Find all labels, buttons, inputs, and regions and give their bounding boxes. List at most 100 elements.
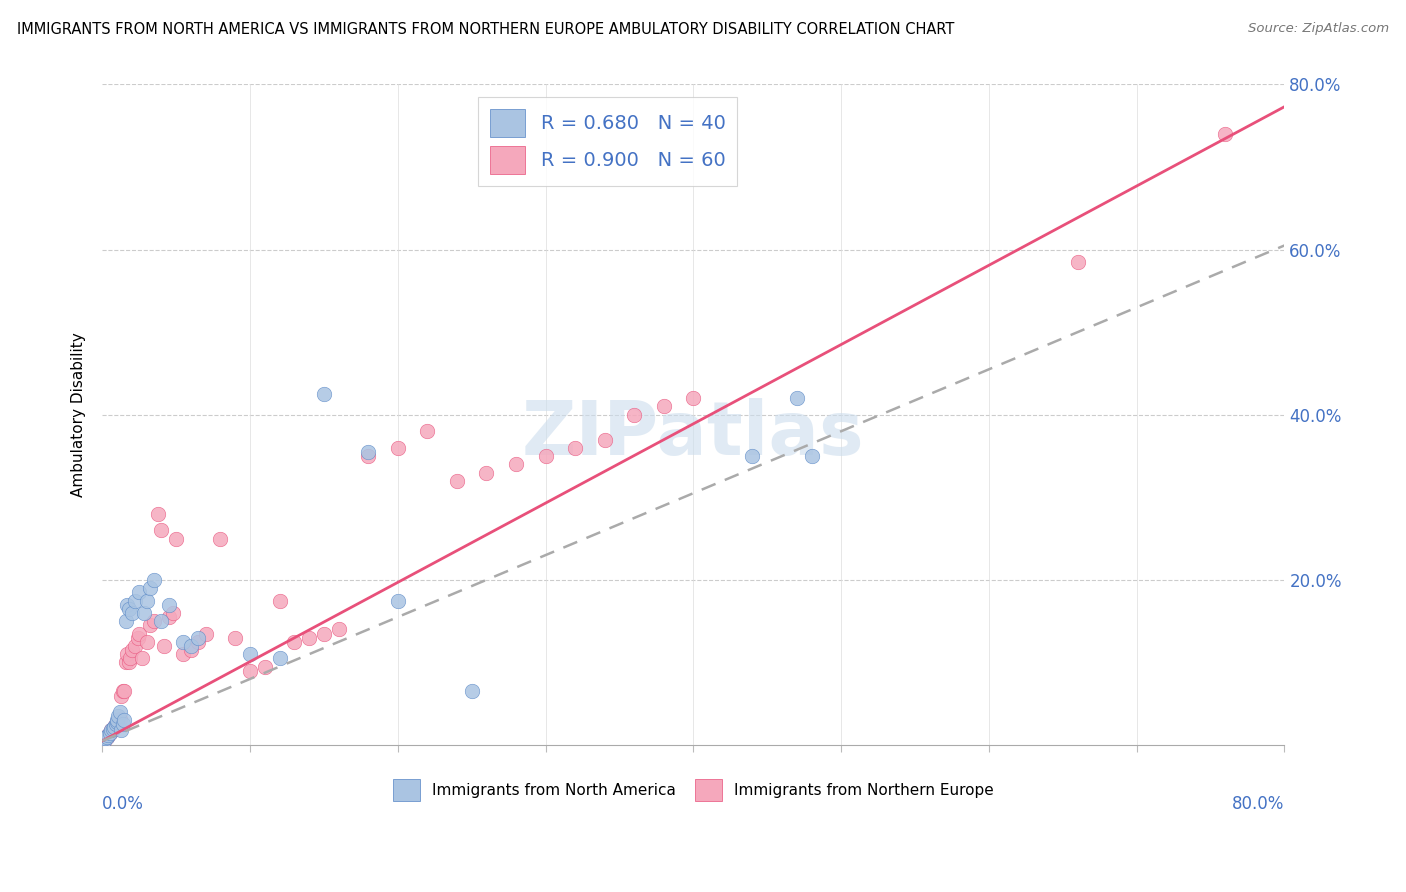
- Point: [118, 656, 141, 670]
- Point: [357, 449, 380, 463]
- Point: [150, 524, 173, 538]
- Point: [173, 647, 195, 661]
- Text: 80.0%: 80.0%: [1232, 795, 1285, 813]
- Y-axis label: Ambulatory Disability: Ambulatory Disability: [72, 333, 86, 497]
- Point: [173, 635, 195, 649]
- Point: [103, 720, 125, 734]
- Point: [593, 433, 616, 447]
- Point: [110, 723, 132, 738]
- Point: [97, 728, 120, 742]
- Point: [115, 656, 138, 670]
- Point: [108, 712, 131, 726]
- Point: [112, 684, 135, 698]
- Point: [187, 635, 209, 649]
- Point: [111, 717, 134, 731]
- Point: [180, 643, 202, 657]
- Point: [94, 731, 117, 746]
- Point: [132, 606, 155, 620]
- Point: [357, 445, 380, 459]
- Point: [107, 709, 129, 723]
- Point: [224, 631, 246, 645]
- Point: [117, 598, 139, 612]
- Point: [328, 623, 350, 637]
- Point: [142, 573, 165, 587]
- Point: [209, 532, 232, 546]
- Point: [446, 474, 468, 488]
- Point: [239, 664, 262, 678]
- Point: [269, 651, 291, 665]
- Point: [283, 635, 305, 649]
- Point: [162, 606, 184, 620]
- Point: [124, 593, 146, 607]
- Point: [623, 408, 645, 422]
- Point: [101, 722, 124, 736]
- Text: ZIPatlas: ZIPatlas: [522, 398, 865, 471]
- Point: [124, 639, 146, 653]
- Point: [96, 730, 118, 744]
- Point: [741, 449, 763, 463]
- Point: [387, 441, 409, 455]
- Point: [269, 593, 291, 607]
- Point: [194, 626, 217, 640]
- Point: [534, 449, 557, 463]
- Point: [112, 713, 135, 727]
- Point: [103, 720, 125, 734]
- Point: [98, 725, 121, 739]
- Point: [131, 651, 153, 665]
- Text: 0.0%: 0.0%: [103, 795, 143, 813]
- Point: [105, 713, 128, 727]
- Point: [157, 598, 180, 612]
- Point: [117, 647, 139, 661]
- Point: [108, 705, 131, 719]
- Point: [127, 631, 149, 645]
- Point: [682, 391, 704, 405]
- Point: [786, 391, 808, 405]
- Point: [120, 651, 142, 665]
- Point: [135, 635, 157, 649]
- Point: [475, 466, 498, 480]
- Point: [165, 532, 187, 546]
- Text: IMMIGRANTS FROM NORTH AMERICA VS IMMIGRANTS FROM NORTHERN EUROPE AMBULATORY DISA: IMMIGRANTS FROM NORTH AMERICA VS IMMIGRA…: [17, 22, 955, 37]
- Point: [93, 734, 115, 748]
- Point: [187, 631, 209, 645]
- Point: [1066, 255, 1088, 269]
- Point: [110, 689, 132, 703]
- Point: [104, 717, 127, 731]
- Point: [100, 723, 122, 738]
- Point: [115, 614, 138, 628]
- Point: [94, 731, 117, 746]
- Point: [460, 684, 482, 698]
- Point: [157, 610, 180, 624]
- Point: [93, 734, 115, 748]
- Point: [253, 659, 276, 673]
- Point: [505, 458, 527, 472]
- Point: [97, 728, 120, 742]
- Point: [312, 626, 335, 640]
- Point: [142, 614, 165, 628]
- Point: [239, 647, 262, 661]
- Point: [135, 593, 157, 607]
- Point: [104, 717, 127, 731]
- Point: [121, 606, 143, 620]
- Point: [564, 441, 586, 455]
- Point: [128, 585, 150, 599]
- Point: [800, 449, 823, 463]
- Point: [128, 626, 150, 640]
- Point: [138, 618, 160, 632]
- Point: [652, 400, 675, 414]
- Point: [100, 723, 122, 738]
- Point: [101, 722, 124, 736]
- Point: [416, 424, 439, 438]
- Point: [180, 639, 202, 653]
- Point: [153, 639, 176, 653]
- Text: Source: ZipAtlas.com: Source: ZipAtlas.com: [1249, 22, 1389, 36]
- Point: [111, 684, 134, 698]
- Point: [96, 730, 118, 744]
- Point: [312, 387, 335, 401]
- Point: [148, 507, 170, 521]
- Point: [105, 714, 128, 729]
- Point: [1213, 127, 1236, 141]
- Point: [387, 593, 409, 607]
- Legend: Immigrants from North America, Immigrants from Northern Europe: Immigrants from North America, Immigrant…: [387, 773, 1000, 806]
- Point: [150, 614, 173, 628]
